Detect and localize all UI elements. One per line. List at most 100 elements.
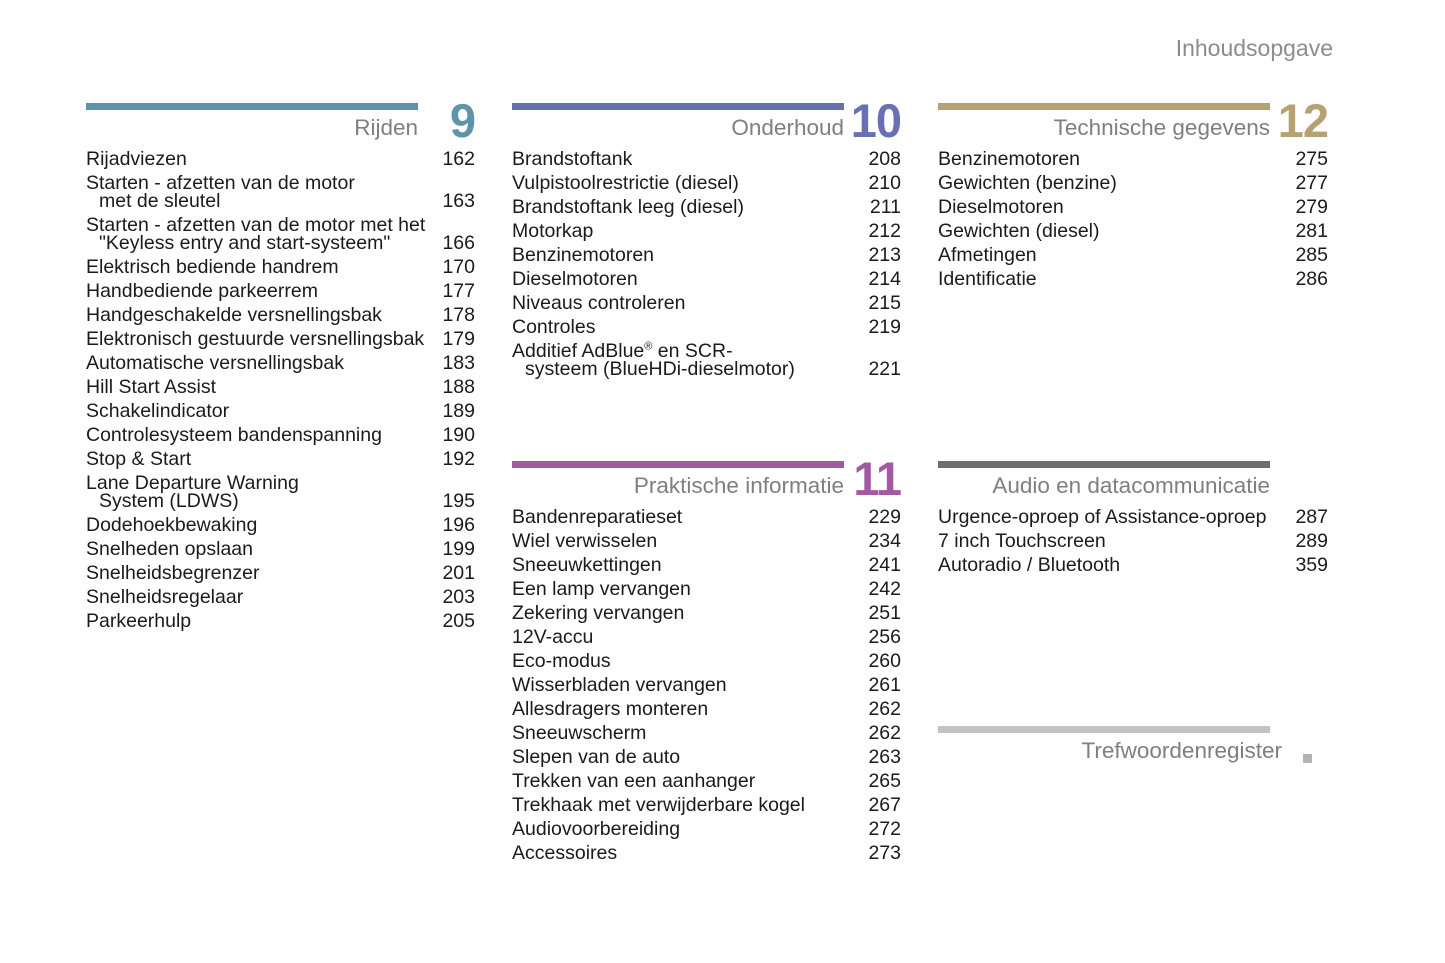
toc-entry-page: 272 — [868, 818, 901, 840]
toc-entry-label: Parkeerhulp — [86, 610, 434, 632]
section-title: Praktische informatie — [633, 473, 844, 498]
toc-entry-label: Audiovoorbereiding — [512, 819, 860, 839]
section-praktische-informatie: 11 Praktische informatie Bandenreparatie… — [512, 454, 902, 868]
toc-entry-label: Schakelindicator — [86, 400, 434, 422]
toc-entry-label: Handbediende parkeerrem — [86, 280, 434, 302]
toc-entry: 12V-accu 256 — [512, 627, 901, 647]
toc-entry: Handgeschakelde versnellingsbak 178 — [86, 304, 475, 326]
toc-entry: Brandstoftank 208 — [512, 149, 901, 169]
section-onderhoud: 10 Onderhoud Brandstoftank 208 Vulpistoolr… — [512, 96, 902, 384]
toc-entry-label: Wisserbladen vervangen — [512, 675, 860, 695]
toc-entry-page: 242 — [868, 578, 901, 600]
toc-entry-label: Zekering vervangen — [512, 603, 860, 623]
toc-entry-label: Elektronisch gestuurde versnellingsbak — [86, 329, 434, 349]
section-onderhoud-header: 10 Onderhoud — [512, 96, 902, 150]
toc-entry-line: Starten - afzetten van de motor — [86, 172, 355, 194]
toc-entry-line: Schakelindicator — [86, 400, 230, 422]
toc-entry: Additief AdBlue® en SCR-systeem (BlueHDi… — [512, 340, 901, 380]
toc-entry-label: Snelheden opslaan — [86, 539, 434, 559]
toc-entry-page: 285 — [1295, 244, 1328, 266]
toc-entry: Niveaus controleren 215 — [512, 292, 901, 314]
toc-entry: Audiovoorbereiding 272 — [512, 818, 901, 840]
section-audio-header: Audio en datacommunicatie — [938, 461, 1328, 508]
section-trefwoordenregister: Trefwoordenregister — [938, 723, 1328, 773]
toc-entry-page: 163 — [442, 190, 475, 212]
toc-entry-line: Slepen van de auto — [512, 746, 681, 768]
toc-entry: Allesdragers monteren 262 — [512, 699, 901, 719]
toc-entry-line: Hill Start Assist — [86, 376, 217, 398]
chapter-number: 9 — [449, 94, 476, 147]
toc-entry-page: 192 — [442, 448, 475, 470]
toc-entry-label: Controlesysteem bandenspanning — [86, 425, 434, 445]
toc-entry-line: Vulpistoolrestrictie (diesel) — [512, 172, 739, 194]
toc-entry: Bandenreparatieset 229 — [512, 507, 901, 527]
toc-entry-line: Lane Departure Warning — [86, 472, 299, 494]
toc-entry-label: Een lamp vervangen — [512, 579, 860, 599]
toc-entry-label: Brandstoftank — [512, 149, 860, 169]
toc-entry-label: Benzinemotoren — [938, 149, 1287, 169]
toc-entry-label: Urgence-oproep of Assistance-oproep — [938, 506, 1287, 528]
toc-entry-line: Additief AdBlue® en SCR- — [512, 340, 733, 362]
toc-entry: Elektrisch bediende handrem 170 — [86, 257, 475, 277]
section-entries: Urgence-oproep of Assistance-oproep 287 7 … — [938, 506, 1328, 575]
toc-entry-label: Lane Departure Warning System (LDWS) — [86, 472, 434, 511]
toc-entry-page: 205 — [442, 610, 475, 632]
toc-entry: Trekken van een aanhanger 265 — [512, 771, 901, 791]
toc-entry-label: Brandstoftank leeg (diesel) — [512, 197, 862, 217]
toc-entry-label: Wiel verwisselen — [512, 531, 860, 551]
toc-entry-line: Automatische versnellingsbak — [86, 352, 344, 374]
toc-entry-page: 166 — [442, 232, 475, 254]
toc-entry: Parkeerhulp 205 — [86, 610, 475, 632]
section-color-bar — [938, 103, 1270, 110]
toc-entry-page: 221 — [868, 358, 901, 380]
toc-entry-page: 212 — [868, 220, 901, 242]
toc-entry: Afmetingen 285 — [938, 244, 1328, 266]
toc-entry-line: Trekhaak met verwijderbare kogel — [512, 794, 805, 816]
toc-entry-label: Slepen van de auto — [512, 746, 860, 768]
section-title: Trefwoordenregister — [1081, 738, 1282, 763]
toc-entry-line: Controles — [512, 316, 596, 338]
toc-entry-page: 286 — [1295, 268, 1328, 290]
toc-entry-page: 203 — [442, 586, 475, 608]
section-rijden-header: 9 Rijden — [86, 96, 476, 150]
toc-entry-label: Snelheidsbegrenzer — [86, 562, 434, 584]
toc-entry-page: 215 — [868, 292, 901, 314]
toc-entry-page: 189 — [442, 400, 475, 422]
toc-entry-page: 261 — [868, 674, 901, 696]
toc-entry-line: Snelheidsbegrenzer — [86, 562, 260, 584]
toc-entry-line: Afmetingen — [938, 244, 1037, 266]
toc-entry-line: Urgence-oproep of Assistance-oproep — [938, 506, 1267, 528]
toc-entry-line: Handgeschakelde versnellingsbak — [86, 304, 382, 326]
toc-entry-line: Starten - afzetten van de motor met het — [86, 214, 426, 236]
toc-entry-label: Accessoires — [512, 843, 860, 863]
section-color-bar — [86, 103, 418, 110]
toc-entry-line: Handbediende parkeerrem — [86, 280, 318, 302]
section-color-bar — [938, 726, 1270, 733]
toc-entry: Sneeuwscherm 262 — [512, 723, 901, 743]
toc-entry-label: Rijadviezen — [86, 149, 434, 169]
toc-entry: Schakelindicator 189 — [86, 400, 475, 422]
section-color-bar — [512, 103, 844, 110]
toc-entry-line: 7 inch Touchscreen — [938, 530, 1106, 552]
toc-entry-label: Motorkap — [512, 221, 860, 241]
toc-entry-label: Allesdragers monteren — [512, 699, 860, 719]
section-title: Technische gegevens — [1053, 115, 1270, 140]
toc-entry-page: 179 — [442, 328, 475, 350]
section-entries: Bandenreparatieset 229 Wiel verwisselen 234… — [512, 507, 901, 863]
toc-entry-label: Benzinemotoren — [512, 245, 860, 265]
toc-entry-label: Dieselmotoren — [512, 269, 860, 289]
toc-entry-label: Dieselmotoren — [938, 197, 1287, 217]
toc-entry-page: 281 — [1295, 220, 1328, 242]
toc-entry-label: Snelheidsregelaar — [86, 587, 434, 607]
toc-entry-label: Niveaus controleren — [512, 293, 860, 313]
section-trefwoorden-header: Trefwoordenregister — [938, 726, 1328, 773]
toc-entry: Een lamp vervangen 242 — [512, 578, 901, 600]
toc-entry: Starten - afzetten van de motor met de sl… — [86, 172, 475, 212]
toc-entry-label: Elektrisch bediende handrem — [86, 257, 434, 277]
toc-entry-label: Gewichten (benzine) — [938, 173, 1287, 193]
toc-entry-line: Gewichten (diesel) — [938, 220, 1100, 242]
toc-entry: Urgence-oproep of Assistance-oproep 287 — [938, 506, 1328, 528]
toc-entry-line: Parkeerhulp — [86, 610, 192, 632]
toc-entry: Dieselmotoren 279 — [938, 197, 1328, 217]
toc-entry-label: Trekhaak met verwijderbare kogel — [512, 794, 860, 816]
